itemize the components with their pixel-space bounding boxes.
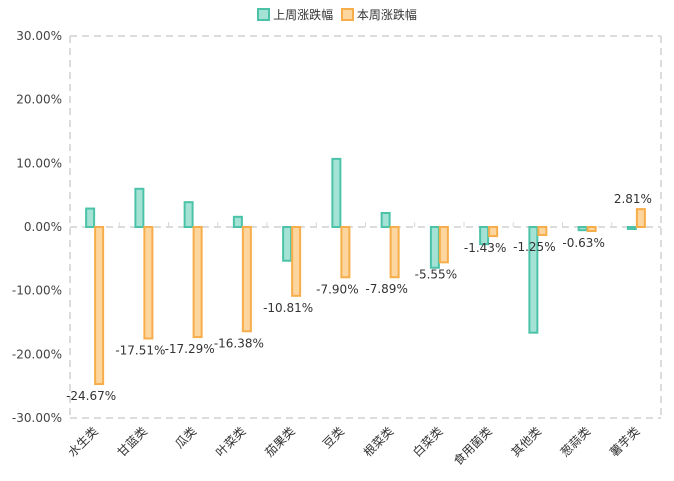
bar-this-week [291,226,302,297]
bar-this-week [438,226,449,264]
bar-last-week [282,226,293,262]
bar-last-week [380,211,391,228]
legend: 上周涨跌幅 本周涨跌幅 [0,6,674,24]
bar-last-week [528,226,539,334]
data-label: 2.81% [614,192,652,206]
bar-this-week [488,226,499,238]
bar-last-week [626,226,637,230]
x-category-label: 薯芋类 [607,424,642,459]
x-category-label: 其他类 [509,424,544,459]
legend-swatch-last-week [257,8,271,21]
data-label: -7.90% [316,282,358,296]
bar-this-week [340,226,351,279]
y-tick-label: 30.00% [16,29,62,43]
bar-last-week [331,157,342,228]
legend-label-this-week: 本周涨跌幅 [356,8,417,22]
y-tick-label: -20.00% [12,347,62,361]
legend-item-this-week[interactable]: 本周涨跌幅 [340,6,417,23]
bar-last-week [183,201,194,228]
x-category-label: 瓜类 [172,424,199,451]
y-tick-label: 0.00% [24,220,62,234]
bar-this-week [94,226,105,386]
bar-last-week [577,226,588,232]
x-category-label: 茄果类 [262,424,297,459]
bar-this-week [143,226,154,340]
data-label: -7.89% [365,282,407,296]
data-label: -17.29% [165,342,215,356]
bar-this-week [635,208,646,228]
bar-this-week [389,226,400,279]
x-category-label: 叶菜类 [213,424,248,459]
x-category-label: 水生类 [65,424,100,459]
y-tick-label: 20.00% [16,93,62,107]
data-label: -1.43% [464,241,506,255]
x-category-label: 甘蓝类 [115,424,150,459]
bar-this-week [537,226,548,236]
data-label: -10.81% [263,301,313,315]
x-category-label: 白菜类 [409,424,445,460]
legend-label-last-week: 上周涨跌幅 [273,8,334,22]
y-tick-label: 10.00% [16,156,62,170]
x-category-label: 根菜类 [361,424,396,459]
data-label: -24.67% [66,389,116,403]
legend-swatch-this-week [340,8,354,21]
data-label: -17.51% [115,343,165,357]
bar-last-week [232,215,243,229]
data-label: -1.25% [513,240,555,254]
y-tick-label: -30.00% [12,411,62,425]
x-category-label: 豆类 [320,424,347,451]
legend-item-last-week[interactable]: 上周涨跌幅 [257,6,333,23]
y-tick-label: -10.00% [12,284,62,298]
data-label: -16.38% [214,336,264,350]
bar-this-week [241,226,252,333]
bar-this-week [192,226,203,339]
data-label: -5.55% [415,267,457,281]
bar-last-week [429,226,440,269]
x-category-label: 食用菌类 [450,424,495,469]
x-category-label: 葱蒜类 [558,424,593,459]
bar-last-week [85,207,96,228]
data-label: -0.63% [562,236,604,250]
bar-this-week [586,226,597,233]
bar-last-week [134,187,145,229]
